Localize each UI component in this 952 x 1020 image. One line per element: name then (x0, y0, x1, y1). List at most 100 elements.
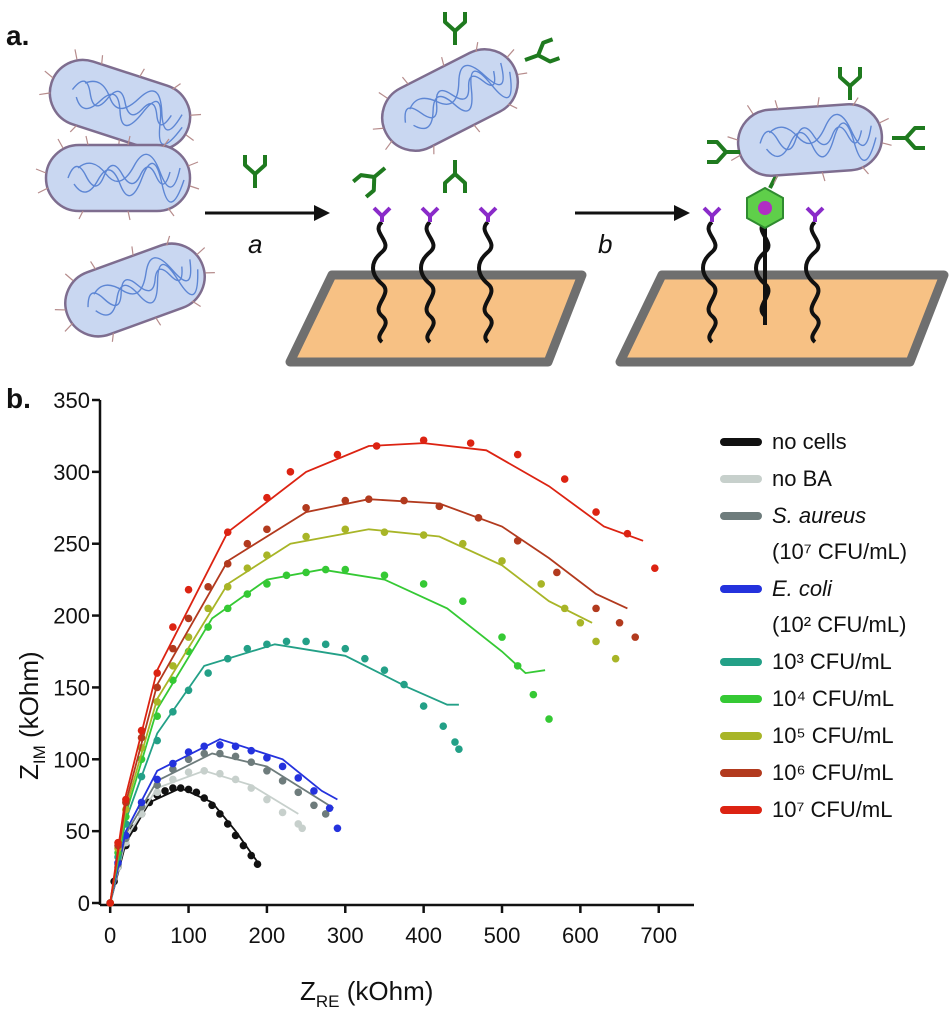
data-point (223, 528, 232, 537)
data-point (286, 468, 295, 476)
data-point (321, 810, 330, 818)
data-point (216, 810, 224, 818)
fit-line (109, 568, 546, 904)
data-point (153, 788, 162, 797)
data-point (310, 801, 318, 810)
y-tick-label: 350 (53, 388, 90, 413)
data-point (192, 788, 201, 797)
data-point (184, 585, 193, 594)
data-point (263, 795, 271, 804)
panel-label: a. (6, 20, 29, 51)
data-point (263, 580, 271, 588)
data-point (361, 654, 369, 663)
data-point (247, 784, 256, 792)
data-point (184, 785, 193, 794)
fit-line (109, 528, 593, 904)
series (106, 436, 659, 907)
data-point (153, 775, 162, 784)
data-point (204, 583, 212, 591)
data-point (592, 604, 600, 613)
data-point (529, 690, 538, 699)
legend-label: no BA (772, 466, 832, 491)
data-point (184, 755, 193, 764)
data-point (419, 580, 428, 588)
data-point (310, 787, 318, 795)
axis-subscript: IM (30, 745, 49, 764)
data-point (282, 571, 291, 580)
data-point (231, 775, 240, 784)
legend-label: (10² CFU/mL) (772, 612, 906, 637)
data-point (302, 637, 310, 646)
x-tick-label: 500 (484, 923, 521, 948)
data-point (278, 777, 287, 785)
data-point (263, 525, 271, 534)
data-point (372, 442, 381, 450)
data-point (223, 820, 232, 828)
legend-label: 10⁴ CFU/mL (772, 686, 894, 711)
x-tick-label: 0 (104, 923, 116, 948)
data-point (200, 794, 209, 802)
data-point (247, 746, 256, 755)
data-point (122, 795, 130, 804)
y-tick-label: 0 (78, 891, 90, 916)
data-point (153, 669, 162, 677)
data-point (243, 644, 252, 653)
axis-symbol: Z (300, 976, 316, 1006)
data-point (137, 772, 146, 781)
data-point (341, 525, 350, 534)
data-point (184, 614, 193, 623)
data-point (341, 644, 350, 653)
data-point (321, 565, 330, 574)
data-point (243, 590, 252, 598)
data-point (435, 502, 444, 511)
data-point (169, 784, 177, 792)
data-point (294, 788, 303, 797)
data-point (223, 583, 232, 591)
data-point (263, 551, 271, 560)
data-point (592, 508, 600, 516)
fit-line (109, 787, 260, 904)
data-point (451, 738, 459, 746)
data-point (216, 741, 224, 749)
legend-label: no cells (772, 429, 847, 454)
data-point (114, 838, 122, 847)
data-point (253, 860, 262, 868)
data-point (263, 640, 271, 649)
data-point (560, 604, 569, 613)
data-point (380, 666, 389, 674)
data-point (400, 496, 408, 505)
fit-line (109, 643, 459, 904)
data-point (137, 726, 146, 735)
data-point (231, 831, 240, 840)
fit-line (109, 769, 299, 904)
data-point (419, 531, 428, 539)
data-point (231, 742, 240, 751)
data-point (169, 759, 177, 768)
data-point (302, 568, 310, 577)
data-point (623, 529, 632, 538)
data-point (200, 742, 209, 751)
data-point (184, 748, 193, 756)
data-point (169, 676, 177, 685)
data-point (498, 557, 506, 565)
fit-line (109, 498, 628, 904)
data-point (200, 766, 209, 775)
y-tick-label: 150 (53, 675, 90, 700)
data-point (216, 769, 224, 778)
data-point (223, 604, 232, 613)
data-point (169, 644, 177, 653)
data-point (364, 495, 373, 503)
axis-subscript: RE (316, 992, 340, 1011)
data-point (153, 698, 162, 706)
data-point (341, 496, 350, 505)
x-tick-label: 300 (327, 923, 364, 948)
data-point (161, 787, 169, 795)
data-point (204, 669, 212, 677)
data-point (631, 633, 640, 641)
data-point (200, 749, 209, 758)
data-point (498, 633, 506, 641)
data-point (294, 774, 303, 782)
data-point (282, 637, 291, 646)
data-point (537, 580, 545, 588)
